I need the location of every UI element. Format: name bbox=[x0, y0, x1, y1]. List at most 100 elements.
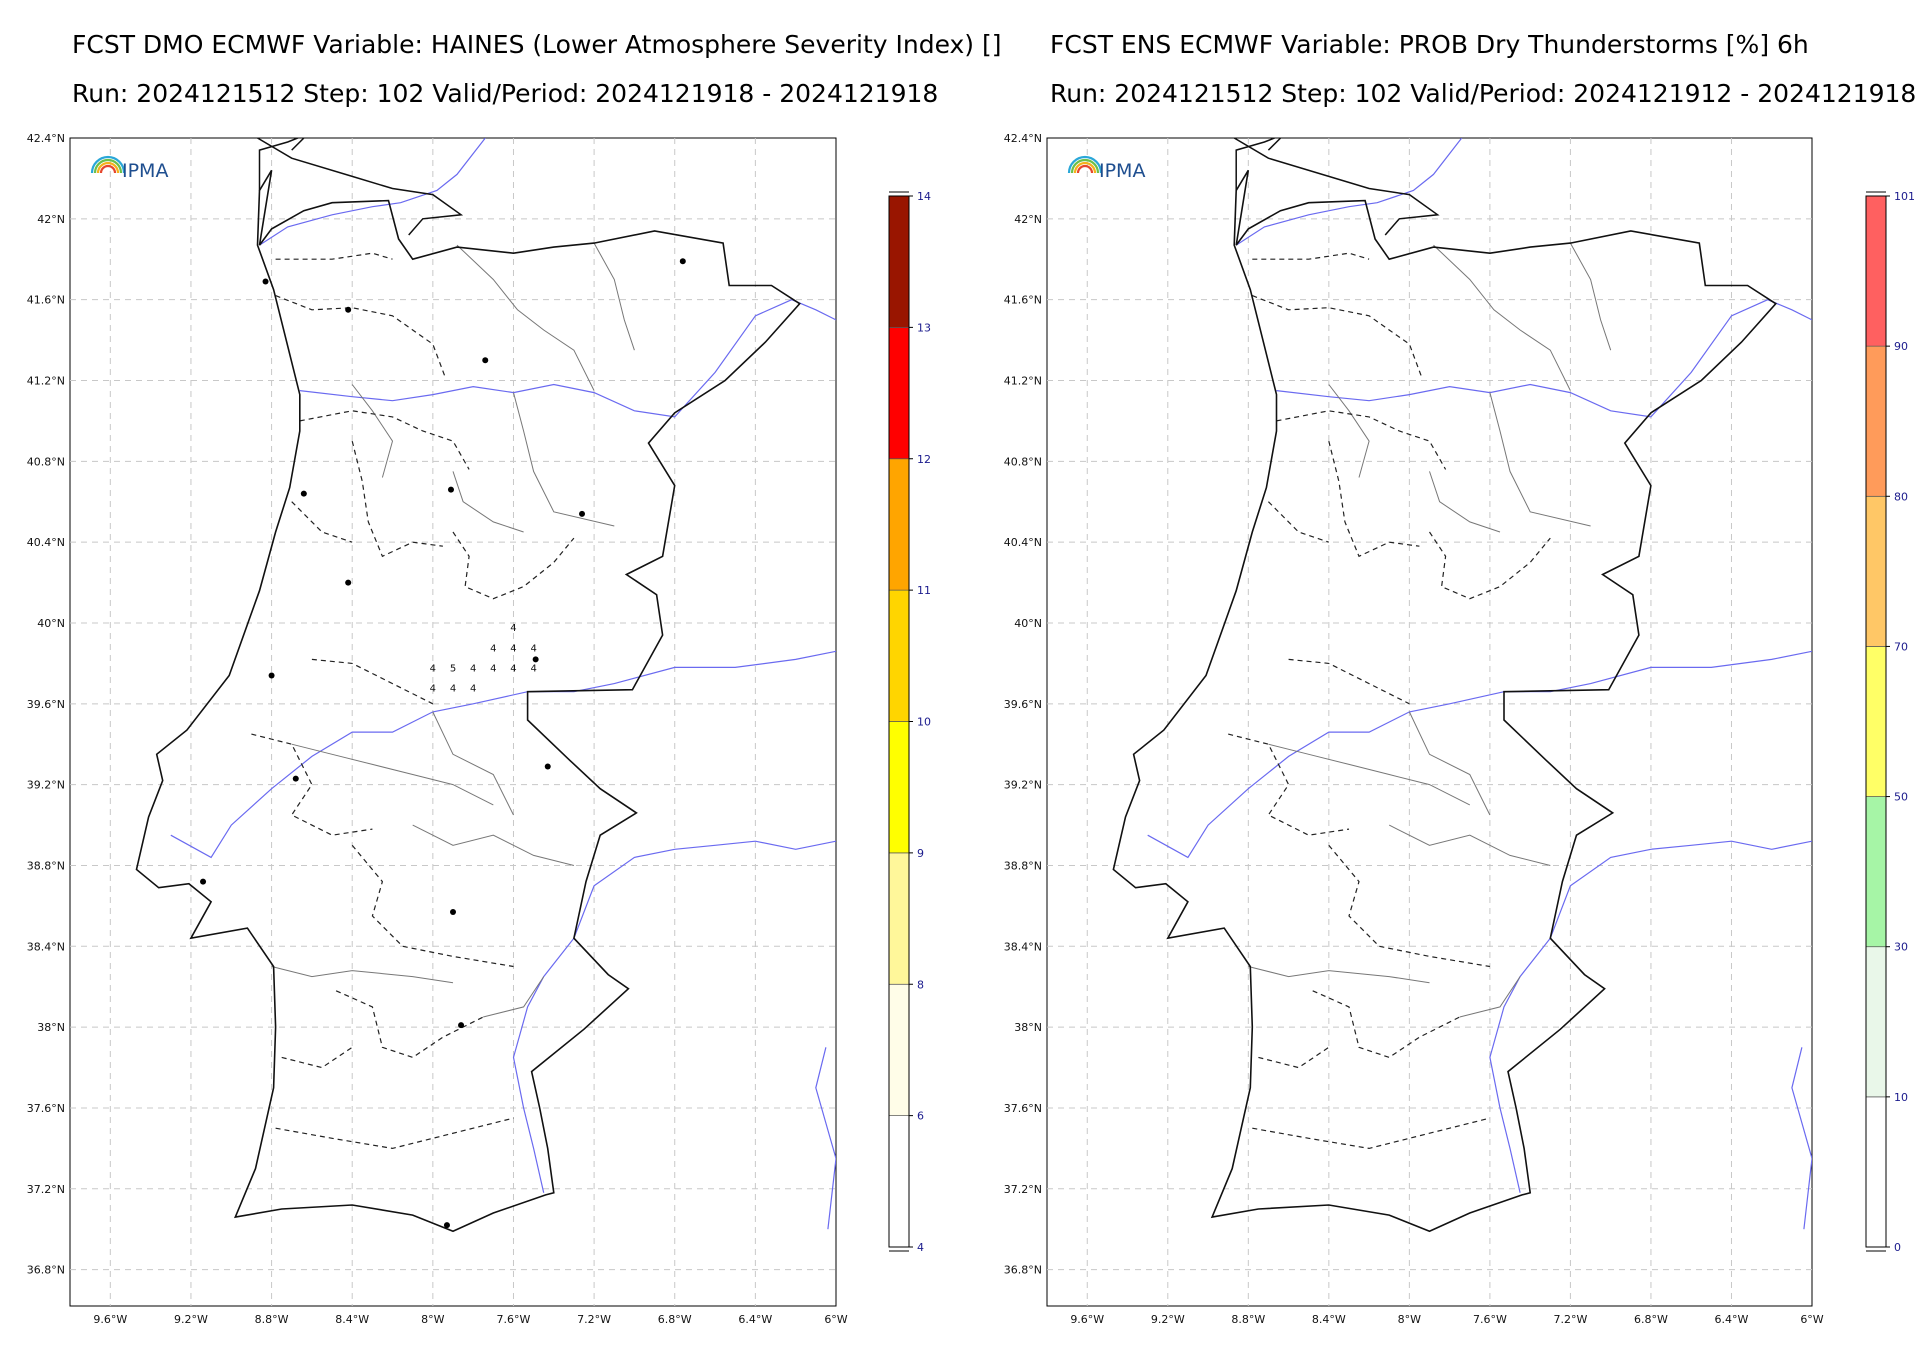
colorbar-segment bbox=[888, 852, 910, 985]
colorbar: 0 10 30 50 70 80 90 101 bbox=[1865, 190, 1915, 1254]
lat-tick-label: 37.2°N bbox=[27, 1183, 65, 1196]
river-line bbox=[1791, 1047, 1812, 1230]
lat-tick-label: 40.4°N bbox=[1004, 536, 1042, 549]
lat-tick-label: 40.4°N bbox=[27, 536, 65, 549]
district-boundary-dashed bbox=[1267, 501, 1329, 543]
colorbar-frame bbox=[1865, 195, 1887, 1248]
district-boundary-dashed bbox=[1228, 733, 1350, 836]
logo-arc-icon bbox=[90, 155, 126, 174]
district-boundary-dashed bbox=[1328, 440, 1420, 558]
district-boundary-dashed bbox=[275, 295, 446, 377]
grid-value-label: 4 bbox=[470, 663, 476, 674]
lat-tick-label: 39.6°N bbox=[27, 698, 65, 711]
river-line bbox=[1235, 138, 1463, 246]
lon-tick-label: 6.4°W bbox=[1715, 1313, 1749, 1326]
lon-tick-label: 7.6°W bbox=[497, 1313, 531, 1326]
logo-arc-icon bbox=[1073, 161, 1097, 174]
city-marker bbox=[458, 1022, 465, 1029]
grid-value-label: 4 bbox=[490, 643, 496, 654]
lat-tick-label: 41.6°N bbox=[1004, 294, 1042, 307]
colorbar-segment bbox=[888, 195, 910, 328]
lat-tick-label: 42.4°N bbox=[1004, 132, 1042, 145]
grid-value-label: 4 bbox=[510, 643, 516, 654]
district-boundary bbox=[452, 471, 524, 533]
river-line bbox=[1147, 650, 1812, 859]
district-boundary bbox=[1429, 471, 1501, 533]
logo-text: IPMA bbox=[122, 160, 168, 182]
district-boundary-dashed bbox=[1252, 1117, 1491, 1150]
grid-value-label: 4 bbox=[470, 684, 476, 695]
lat-tick-label: 38.8°N bbox=[27, 859, 65, 872]
district-boundary bbox=[1388, 824, 1551, 866]
city-marker bbox=[447, 486, 454, 493]
district-boundary bbox=[432, 711, 514, 816]
lat-tick-label: 37.6°N bbox=[1004, 1102, 1042, 1115]
district-boundary bbox=[456, 244, 595, 391]
logo-arc-icon bbox=[99, 164, 117, 174]
lon-tick-label: 8.4°W bbox=[335, 1313, 369, 1326]
district-boundary-dashed bbox=[299, 410, 470, 470]
colorbar-tick-label: 14 bbox=[917, 190, 931, 203]
colorbar-segment bbox=[888, 721, 910, 854]
grid-value-label: 4 bbox=[530, 663, 536, 674]
lon-tick-label: 8.8°W bbox=[255, 1313, 289, 1326]
lon-tick-label: 6.8°W bbox=[1634, 1313, 1668, 1326]
grid-value-label: 4 bbox=[530, 643, 536, 654]
district-boundary bbox=[1569, 242, 1612, 351]
district-boundary-dashed bbox=[351, 844, 514, 968]
city-marker bbox=[544, 763, 551, 770]
lon-tick-label: 8.8°W bbox=[1231, 1313, 1265, 1326]
district-boundary bbox=[1459, 976, 1521, 1018]
district-boundary-dashed bbox=[1252, 295, 1422, 377]
colorbar: 4 6 8 9 10 11 12 13 14 bbox=[888, 190, 931, 1254]
colorbar-tick-label: 4 bbox=[917, 1241, 924, 1254]
ipma-logo: IPMA bbox=[90, 155, 168, 182]
district-boundary bbox=[593, 242, 635, 351]
grid-value-label: 4 bbox=[510, 663, 516, 674]
district-boundary-dashed bbox=[1328, 844, 1490, 968]
lat-tick-label: 41.2°N bbox=[27, 374, 65, 387]
lon-tick-label: 8°W bbox=[1398, 1313, 1421, 1326]
grid-value-label: 4 bbox=[510, 623, 516, 634]
lon-tick-label: 9.6°W bbox=[1070, 1313, 1104, 1326]
lat-tick-label: 38.4°N bbox=[1004, 940, 1042, 953]
colorbar-segment bbox=[1865, 345, 1887, 497]
colorbar-tick-label: 101 bbox=[1894, 190, 1915, 203]
district-boundary bbox=[1489, 392, 1591, 527]
district-boundary bbox=[291, 743, 494, 806]
city-marker bbox=[345, 306, 352, 313]
colorbar-tick-label: 13 bbox=[917, 321, 931, 334]
river-line bbox=[259, 138, 486, 246]
lon-tick-label: 7.6°W bbox=[1473, 1313, 1507, 1326]
district-boundary-dashed bbox=[452, 531, 575, 600]
district-boundary bbox=[412, 824, 575, 866]
logo-text: IPMA bbox=[1099, 160, 1145, 182]
lat-tick-label: 38.4°N bbox=[27, 940, 65, 953]
lat-tick-label: 37.2°N bbox=[1004, 1183, 1042, 1196]
district-boundary bbox=[483, 976, 545, 1018]
lon-tick-label: 6.8°W bbox=[658, 1313, 692, 1326]
colorbar-tick-label: 6 bbox=[917, 1110, 924, 1123]
colorbar-segment bbox=[1865, 1096, 1887, 1248]
lon-tick-label: 6°W bbox=[824, 1313, 847, 1326]
colorbar-segment bbox=[888, 458, 910, 591]
panel-1-title-line-2: Run: 2024121512 Step: 102 Valid/Period: … bbox=[72, 79, 939, 108]
colorbar-tick-label: 90 bbox=[1894, 340, 1908, 353]
grid-value-label: 4 bbox=[490, 663, 496, 674]
city-marker bbox=[292, 775, 299, 782]
lon-tick-label: 8°W bbox=[421, 1313, 444, 1326]
lat-tick-label: 42°N bbox=[37, 213, 65, 226]
lat-tick-label: 37.6°N bbox=[27, 1102, 65, 1115]
colorbar-tick-label: 10 bbox=[917, 716, 931, 729]
colorbar-tick-label: 12 bbox=[917, 453, 931, 466]
map-panel-1: 42.4°N 42°N 41.6°N 41.2°N 40.8°N 40.4°N 40°N 39… bbox=[27, 132, 931, 1326]
ipma-logo: IPMA bbox=[1067, 155, 1145, 182]
map-frame bbox=[69, 137, 837, 1307]
colorbar-tick-label: 70 bbox=[1894, 640, 1908, 653]
lon-tick-label: 9.2°W bbox=[1151, 1313, 1185, 1326]
district-boundary-dashed bbox=[1428, 531, 1551, 600]
district-boundary-dashed bbox=[1312, 990, 1460, 1059]
colorbar-tick-label: 30 bbox=[1894, 941, 1908, 954]
river-line bbox=[512, 840, 836, 1193]
